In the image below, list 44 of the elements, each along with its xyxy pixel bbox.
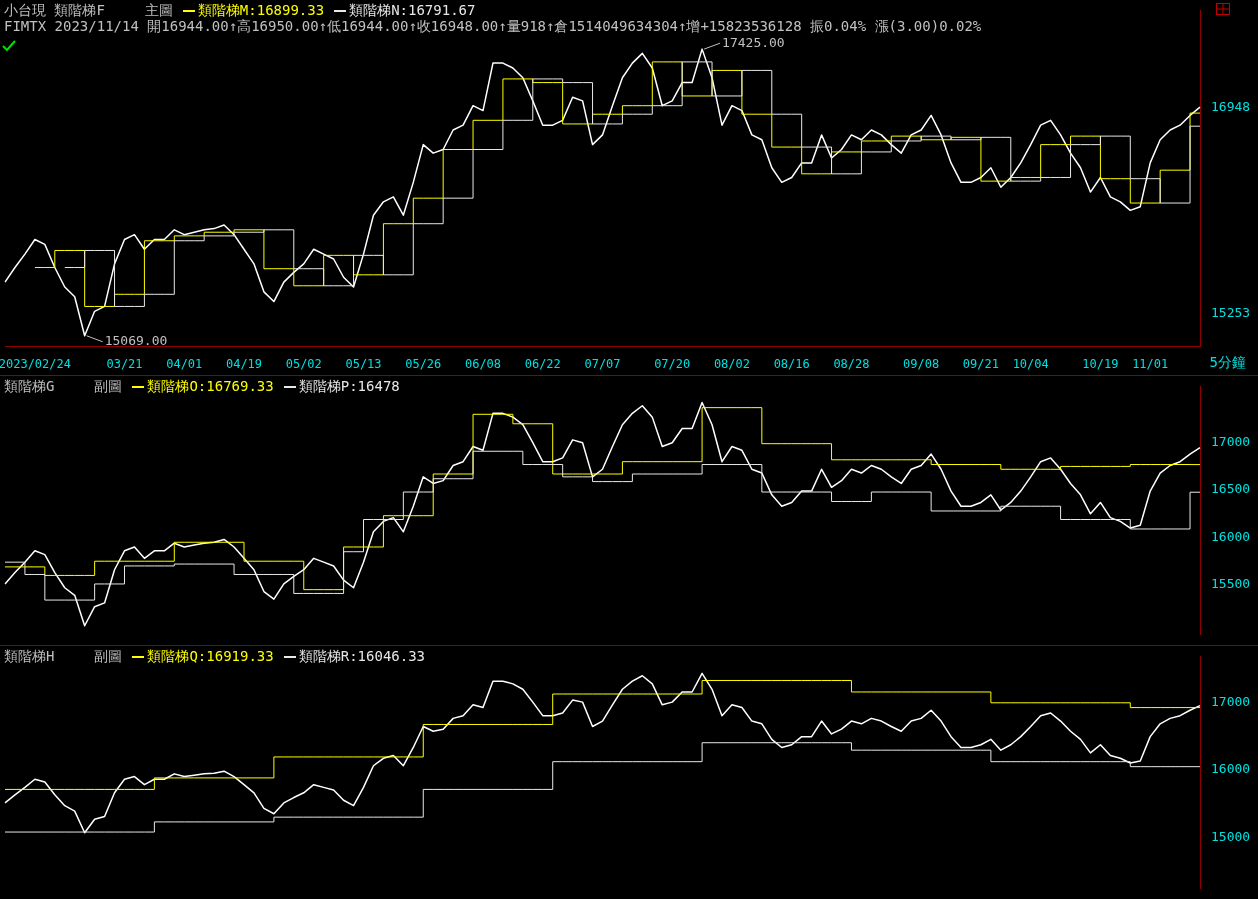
- x-tick-label: 11/01: [1132, 356, 1169, 371]
- y-tick-label: 17000: [1211, 434, 1251, 450]
- x-tick-label: 10/19: [1082, 356, 1119, 371]
- x-tick-label: 10/04: [1012, 356, 1049, 371]
- x-tick-label: 06/22: [524, 356, 561, 371]
- annotation: 15069.00: [104, 333, 168, 349]
- chart-title: 類階梯H: [4, 648, 55, 664]
- x-tick-label: 07/20: [654, 356, 691, 371]
- y-tick-label: 17000: [1211, 693, 1251, 709]
- x-tick-label: 08/28: [833, 356, 870, 371]
- legend-label: 類階梯N:16791.67: [349, 2, 476, 18]
- legend-title: 副圖: [94, 378, 123, 394]
- annotation: 17425.00: [722, 34, 785, 50]
- legend-label: 類階梯R:16046.33: [298, 648, 426, 664]
- x-tick-label: 2023/02/24: [0, 356, 71, 371]
- y-tick-label: 15253: [1211, 304, 1251, 320]
- legend-title: 主圖: [144, 2, 173, 18]
- x-tick-label: 08/02: [713, 356, 751, 371]
- y-tick-label: 15500: [1211, 576, 1251, 592]
- legend-label: 類階梯O:16769.33: [147, 378, 274, 394]
- x-tick-label: 05/13: [345, 356, 382, 371]
- y-tick-label: 15000: [1211, 828, 1251, 844]
- x-tick-label: 09/21: [962, 356, 999, 371]
- x-tick-label: 07/07: [584, 356, 621, 371]
- y-tick-label: 16948: [1211, 98, 1251, 114]
- x-tick-label: 04/01: [166, 356, 203, 371]
- legend-label: 類階梯P:16478: [298, 378, 400, 394]
- chart-title: 小台現 類階梯F: [4, 2, 105, 18]
- legend-label: 類階梯Q:16919.33: [147, 648, 274, 664]
- x-tick-label: 08/16: [773, 356, 810, 371]
- text: 5分鐘: [1209, 354, 1246, 372]
- x-tick-label: 05/02: [285, 356, 322, 371]
- y-tick-label: 16000: [1211, 761, 1251, 777]
- x-tick-label: 09/08: [903, 356, 940, 371]
- x-tick-label: 04/19: [225, 356, 263, 371]
- legend-label: 類階梯M:16899.33: [197, 2, 325, 18]
- y-tick-label: 16000: [1211, 528, 1251, 544]
- x-tick-label: 05/26: [405, 356, 442, 371]
- x-tick-label: 03/21: [106, 356, 143, 371]
- y-tick-label: 16500: [1211, 481, 1251, 497]
- text: FIMTX 2023/11/14 開16944.00↑高16950.00↑低16944.00↑收16948.00↑量918↑倉1514049634304↑增+15823536128 振0.04% 漲(3.00)0.02%: [4, 18, 982, 36]
- chart-title: 類階梯G: [4, 378, 55, 394]
- legend-title: 副圖: [94, 648, 123, 664]
- x-tick-label: 06/08: [464, 356, 502, 371]
